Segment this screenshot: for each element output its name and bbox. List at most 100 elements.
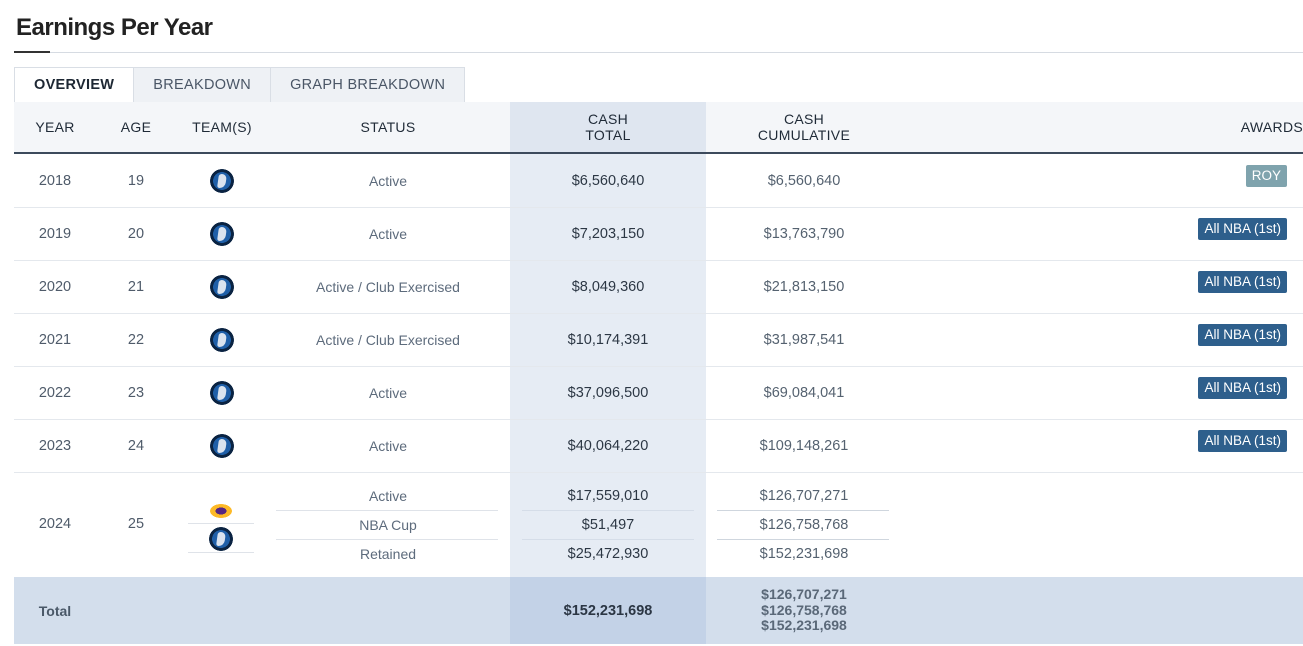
total-cumulative-value: $126,707,271 bbox=[761, 586, 847, 602]
header-cash-total[interactable]: CASH TOTAL bbox=[510, 102, 706, 152]
age-cell: 19 bbox=[127, 172, 145, 189]
status-cell: Active bbox=[368, 225, 408, 242]
header-cash-total-line1: CASH bbox=[587, 111, 629, 127]
table-row-2024: 2024 25 Active NBA Cup Retained $17,559,… bbox=[14, 471, 1303, 577]
team-divider bbox=[188, 552, 254, 553]
age-cell: 20 bbox=[127, 225, 145, 242]
mavericks-logo-icon[interactable] bbox=[210, 327, 234, 352]
tab-overview[interactable]: OVERVIEW bbox=[15, 68, 135, 103]
cash-total-subcell: $25,472,930 bbox=[567, 546, 649, 562]
title-accent bbox=[14, 51, 50, 53]
mavericks-logo-icon[interactable] bbox=[210, 380, 234, 405]
table-row: 2020 21 Active / Club Exercised $8,049,3… bbox=[14, 260, 1303, 314]
award-badge-all-nba[interactable]: All NBA (1st) bbox=[1198, 218, 1287, 240]
cash-total-divider bbox=[522, 510, 694, 511]
team-cell-mavericks bbox=[188, 525, 254, 553]
header-cash-cumulative-line2: CUMULATIVE bbox=[757, 127, 851, 143]
lakers-logo-icon[interactable] bbox=[210, 504, 232, 518]
total-label: Total bbox=[38, 602, 72, 619]
year-cell: 2022 bbox=[38, 384, 72, 401]
cash-cumulative-subcell: $152,231,698 bbox=[759, 546, 849, 562]
total-cash-column-highlight bbox=[510, 577, 706, 644]
total-cumulative-value: $126,758,768 bbox=[761, 601, 847, 618]
status-cell: Active / Club Exercised bbox=[316, 278, 460, 295]
award-badge-all-nba[interactable]: All NBA (1st) bbox=[1198, 377, 1287, 399]
award-badge-all-nba[interactable]: All NBA (1st) bbox=[1198, 324, 1287, 346]
header-teams: TEAM(S) bbox=[192, 119, 252, 135]
team-divider bbox=[188, 523, 254, 524]
status-divider bbox=[276, 510, 498, 511]
cash-total-cell: $6,560,640 bbox=[571, 172, 645, 189]
mavericks-logo-icon[interactable] bbox=[210, 168, 234, 193]
cumulative-divider bbox=[717, 539, 889, 540]
title-divider bbox=[14, 52, 1303, 53]
year-cell: 2023 bbox=[38, 437, 72, 454]
team-cell-lakers bbox=[188, 497, 254, 525]
year-cell: 2018 bbox=[38, 172, 72, 189]
status-subcell: Active bbox=[368, 488, 408, 504]
cumulative-divider bbox=[717, 510, 889, 511]
status-subcell: Retained bbox=[359, 546, 417, 562]
award-badge-all-nba[interactable]: All NBA (1st) bbox=[1198, 430, 1287, 452]
table-row: 2022 23 Active $37,096,500 $69,084,041 A… bbox=[14, 366, 1303, 420]
table-header: YEAR AGE TEAM(S) STATUS CASH TOTAL CASH … bbox=[14, 102, 1303, 154]
table-row: 2021 22 Active / Club Exercised $10,174,… bbox=[14, 313, 1303, 367]
cash-cumulative-cell: $109,148,261 bbox=[759, 437, 849, 454]
status-subcell: NBA Cup bbox=[359, 517, 417, 533]
age-cell: 23 bbox=[127, 384, 145, 401]
header-year[interactable]: YEAR bbox=[35, 119, 75, 135]
total-cumulative-list: $126,707,271 $126,758,768 $152,231,698 bbox=[706, 586, 902, 634]
mavericks-logo-icon[interactable] bbox=[210, 274, 234, 299]
tab-bar: OVERVIEW BREAKDOWN GRAPH BREAKDOWN bbox=[14, 67, 466, 103]
team-cell bbox=[176, 154, 268, 207]
cash-total-column-highlight bbox=[510, 102, 706, 577]
tab-graph-breakdown[interactable]: GRAPH BREAKDOWN bbox=[290, 77, 446, 93]
cash-total-subcell: $17,559,010 bbox=[567, 488, 649, 504]
award-badge-roy[interactable]: ROY bbox=[1245, 165, 1287, 187]
header-age[interactable]: AGE bbox=[120, 119, 152, 135]
team-cell bbox=[176, 260, 268, 313]
year-cell: 2021 bbox=[38, 331, 72, 348]
status-cell: Active bbox=[368, 384, 408, 401]
cash-cumulative-subcell: $126,758,768 bbox=[759, 517, 849, 533]
cash-cumulative-cell: $69,084,041 bbox=[763, 384, 845, 401]
tab-breakdown[interactable]: BREAKDOWN bbox=[134, 68, 272, 103]
cash-total-cell: $10,174,391 bbox=[567, 331, 649, 348]
cash-total-subcell: $51,497 bbox=[581, 517, 635, 533]
year-cell: 2019 bbox=[38, 225, 72, 242]
header-awards: AWARDS bbox=[1240, 119, 1303, 135]
team-cell bbox=[176, 207, 268, 260]
team-cell bbox=[176, 313, 268, 366]
cash-total-cell: $7,203,150 bbox=[571, 225, 645, 242]
year-cell: 2024 bbox=[38, 516, 72, 532]
cash-cumulative-cell: $6,560,640 bbox=[767, 172, 841, 189]
age-cell: 22 bbox=[127, 331, 145, 348]
cash-total-header-highlight bbox=[510, 102, 706, 152]
table-row: 2018 19 Active $6,560,640 $6,560,640 ROY bbox=[14, 154, 1303, 208]
cash-total-cell: $40,064,220 bbox=[567, 437, 649, 454]
cash-cumulative-cell: $13,763,790 bbox=[763, 225, 845, 242]
status-divider bbox=[276, 539, 498, 540]
status-cell: Active / Club Exercised bbox=[316, 331, 460, 348]
team-cell bbox=[176, 366, 268, 419]
cash-cumulative-cell: $21,813,150 bbox=[763, 278, 845, 295]
status-cell: Active bbox=[368, 172, 408, 189]
header-cash-total-line2: TOTAL bbox=[585, 127, 631, 143]
total-row: Total $152,231,698 $126,707,271 $126,758… bbox=[14, 577, 1303, 644]
total-cash: $152,231,698 bbox=[563, 602, 653, 619]
mavericks-logo-icon[interactable] bbox=[210, 221, 234, 246]
header-cash-cumulative[interactable]: CASH CUMULATIVE bbox=[706, 102, 902, 152]
header-cash-cumulative-line1: CASH bbox=[783, 111, 825, 127]
cash-total-cell: $8,049,360 bbox=[571, 278, 645, 295]
cash-cumulative-cell: $31,987,541 bbox=[763, 331, 845, 348]
mavericks-logo-icon[interactable] bbox=[209, 527, 233, 551]
table-row: 2019 20 Active $7,203,150 $13,763,790 Al… bbox=[14, 207, 1303, 261]
status-cell: Active bbox=[368, 437, 408, 454]
year-cell: 2020 bbox=[38, 278, 72, 295]
award-badge-all-nba[interactable]: All NBA (1st) bbox=[1198, 271, 1287, 293]
cash-total-cell: $37,096,500 bbox=[567, 384, 649, 401]
header-status: STATUS bbox=[360, 119, 416, 135]
mavericks-logo-icon[interactable] bbox=[210, 433, 234, 458]
total-cumulative-value: $152,231,698 bbox=[761, 617, 847, 633]
